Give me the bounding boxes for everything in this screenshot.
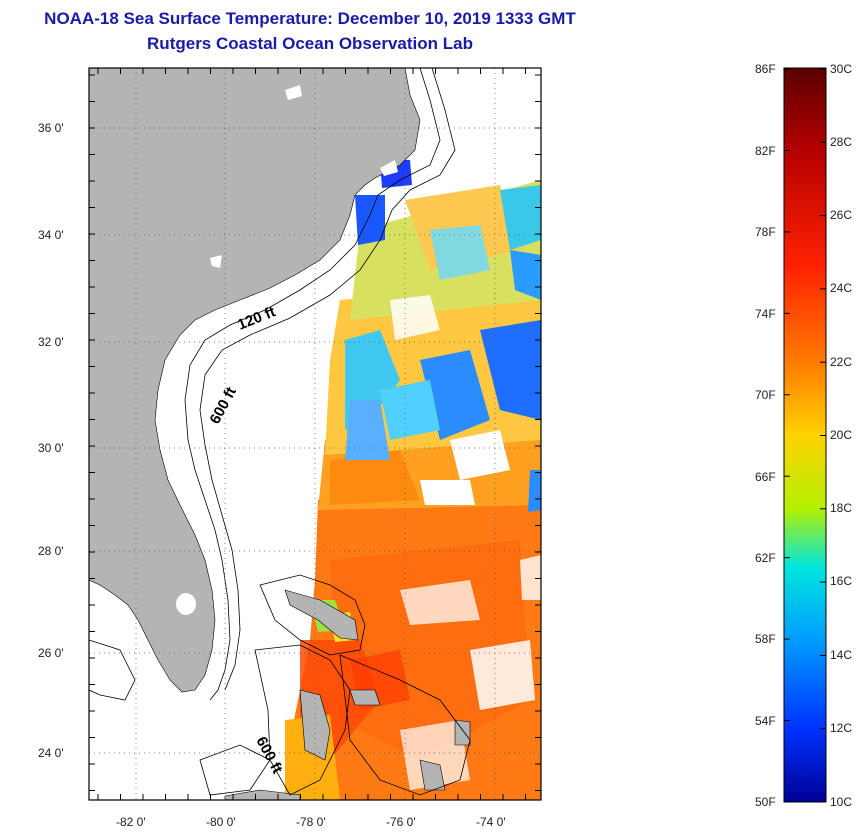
fahrenheit-label: 74F [755,307,776,321]
celsius-label: 30C [830,62,852,76]
lat-label: 34 0' [38,228,64,242]
sst-map: 120 ft 600 ft 600 ft 36 0' 34 0' 32 0' 3… [38,67,542,829]
lat-label: 28 0' [38,544,64,558]
celsius-labels: 30C 28C 26C 24C 22C 20C 18C 16C 14C 12C … [830,62,852,809]
celsius-label: 12C [830,721,852,735]
celsius-label: 10C [830,795,852,809]
lon-label: -82 0' [116,815,146,829]
celsius-label: 14C [830,648,852,662]
celsius-label: 20C [830,428,852,442]
map-title: NOAA-18 Sea Surface Temperature: Decembe… [44,9,576,28]
lon-label: -74 0' [476,815,506,829]
lat-label: 36 0' [38,121,64,135]
celsius-label: 28C [830,135,852,149]
lake-okeechobee [176,593,196,615]
map-frame [88,67,542,801]
fahrenheit-label: 70F [755,388,776,402]
color-scale-bar [783,67,827,803]
longitude-labels: -82 0' -80 0' -78 0' -76 0' -74 0' [116,815,506,829]
graticule [89,68,541,800]
bahamas-islands [224,589,471,800]
lat-label: 30 0' [38,441,64,455]
fahrenheit-label: 82F [755,144,776,158]
lon-label: -76 0' [386,815,416,829]
bathymetry-contours [89,68,471,796]
fahrenheit-label: 62F [755,551,776,565]
frame-ticks [89,68,541,800]
fahrenheit-label: 58F [755,632,776,646]
lon-label: -78 0' [296,815,326,829]
celsius-label: 26C [830,208,852,222]
fahrenheit-label: 54F [755,714,776,728]
fahrenheit-labels: 86F 82F 78F 74F 70F 66F 62F 58F 54F 50F [755,62,776,809]
fahrenheit-label: 78F [755,225,776,239]
lat-label: 24 0' [38,746,64,760]
celsius-label: 24C [830,281,852,295]
celsius-label: 22C [830,355,852,369]
lat-label: 26 0' [38,646,64,660]
lon-label: -80 0' [206,815,236,829]
fahrenheit-label: 50F [755,795,776,809]
map-subtitle: Rutgers Coastal Ocean Observation Lab [147,34,473,53]
latitude-labels: 36 0' 34 0' 32 0' 30 0' 28 0' 26 0' 24 0… [38,121,64,760]
fahrenheit-label: 66F [755,470,776,484]
celsius-label: 16C [830,574,852,588]
fahrenheit-label: 86F [755,62,776,76]
celsius-label: 18C [830,501,852,515]
lat-label: 32 0' [38,335,64,349]
